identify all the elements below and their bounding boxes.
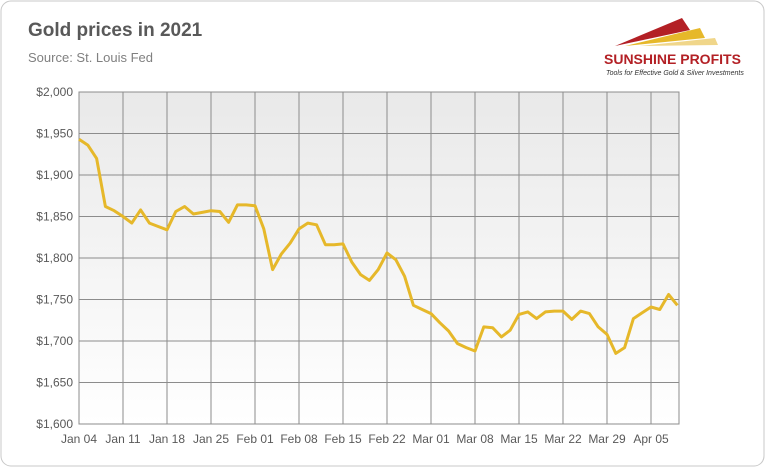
x-tick-label: Mar 22 — [544, 432, 582, 446]
x-tick-label: Feb 22 — [368, 432, 406, 446]
y-tick-label: $1,950 — [36, 127, 73, 141]
logo-tagline: Tools for Effective Gold & Silver Invest… — [606, 70, 744, 77]
x-tick-label: Apr 05 — [633, 432, 669, 446]
x-tick-label: Jan 04 — [61, 432, 97, 446]
logo: SUNSHINE PROFITS Tools for Effective Gol… — [604, 18, 744, 77]
y-tick-label: $1,650 — [36, 376, 73, 390]
x-tick-label: Mar 29 — [588, 432, 626, 446]
x-tick-label: Mar 08 — [456, 432, 494, 446]
x-tick-label: Feb 01 — [236, 432, 274, 446]
logo-ray — [640, 38, 718, 46]
price-line — [78, 138, 679, 355]
y-tick-label: $2,000 — [36, 85, 73, 99]
y-tick-label: $1,600 — [36, 417, 73, 431]
x-tick-label: Jan 11 — [105, 432, 140, 446]
x-tick-label: Mar 15 — [500, 432, 538, 446]
chart-title: Gold prices in 2021 — [28, 20, 203, 41]
logo-name: SUNSHINE PROFITS — [604, 51, 741, 67]
y-tick-label: $1,800 — [36, 251, 73, 265]
x-tick-label: Feb 15 — [324, 432, 362, 446]
x-tick-label: Jan 25 — [193, 432, 229, 446]
chart-subtitle: Source: St. Louis Fed — [28, 50, 153, 65]
x-tick-label: Mar 01 — [412, 432, 450, 446]
x-tick-label: Jan 18 — [149, 432, 185, 446]
logo-ray — [615, 18, 690, 46]
y-tick-label: $1,700 — [36, 334, 73, 348]
y-tick-label: $1,850 — [36, 210, 73, 224]
y-tick-label: $1,900 — [36, 168, 73, 182]
x-tick-label: Feb 08 — [280, 432, 318, 446]
logo-ray — [625, 28, 705, 46]
y-tick-label: $1,750 — [36, 293, 73, 307]
